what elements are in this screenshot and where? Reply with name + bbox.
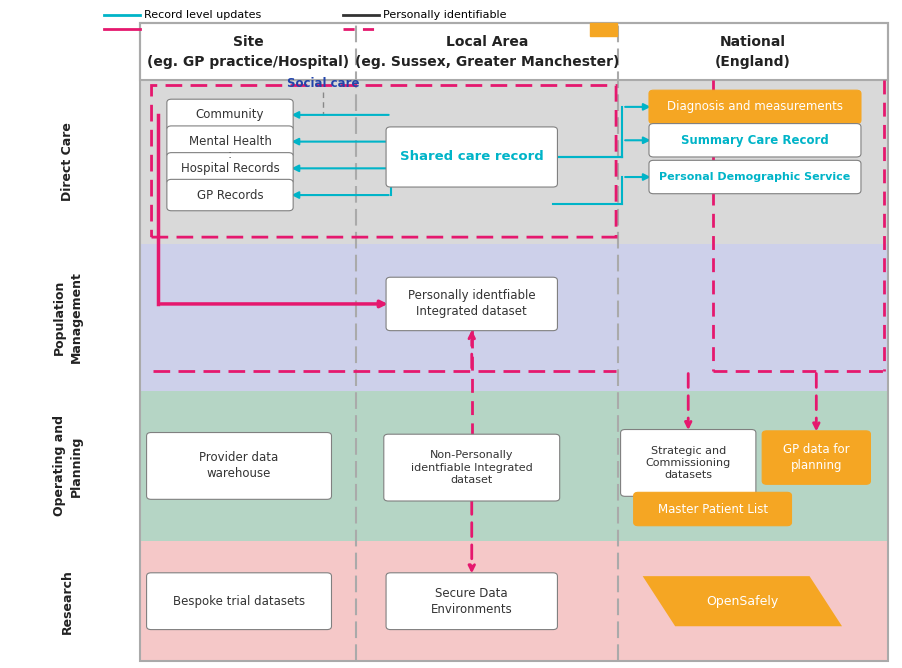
FancyBboxPatch shape xyxy=(649,160,861,194)
Text: Personal Demographic Service: Personal Demographic Service xyxy=(659,172,851,182)
Text: Not personally identifiable: Not personally identifiable xyxy=(383,25,530,34)
Text: Direct Care: Direct Care xyxy=(61,122,74,202)
Text: Bulk transfer of data: Bulk transfer of data xyxy=(144,25,260,34)
Text: Site
(eg. GP practice/Hospital): Site (eg. GP practice/Hospital) xyxy=(147,35,349,69)
Text: Non-Personally
identfiable Integrated
dataset: Non-Personally identfiable Integrated da… xyxy=(411,450,532,485)
Text: Mental Health: Mental Health xyxy=(189,135,272,148)
Text: Secure Data
Environments: Secure Data Environments xyxy=(431,587,512,616)
FancyBboxPatch shape xyxy=(167,179,293,211)
FancyBboxPatch shape xyxy=(649,124,861,157)
FancyBboxPatch shape xyxy=(386,127,557,187)
FancyBboxPatch shape xyxy=(386,277,557,331)
FancyBboxPatch shape xyxy=(384,434,559,501)
Text: Summary Care Record: Summary Care Record xyxy=(681,134,829,147)
Text: Research: Research xyxy=(61,568,74,634)
FancyBboxPatch shape xyxy=(621,430,756,496)
Polygon shape xyxy=(642,576,842,627)
Text: GP data for
planning: GP data for planning xyxy=(783,443,850,472)
Text: Hospital Records: Hospital Records xyxy=(180,162,280,175)
Bar xyxy=(140,541,888,661)
Text: Master Patient List: Master Patient List xyxy=(658,502,768,516)
Bar xyxy=(140,80,888,244)
FancyBboxPatch shape xyxy=(167,152,293,184)
Text: OpenSafely: OpenSafely xyxy=(706,595,778,608)
Text: Only for COVID: Only for COVID xyxy=(621,25,704,34)
Bar xyxy=(140,23,888,80)
Text: Operating and
Planning: Operating and Planning xyxy=(52,415,83,516)
Text: Strategic and
Commissioning
datasets: Strategic and Commissioning datasets xyxy=(646,446,731,480)
Text: Record level updates: Record level updates xyxy=(144,10,262,19)
FancyBboxPatch shape xyxy=(386,572,557,629)
FancyBboxPatch shape xyxy=(146,572,332,629)
Text: Provider data
warehouse: Provider data warehouse xyxy=(199,452,279,480)
FancyBboxPatch shape xyxy=(649,90,861,124)
Text: Personally identifiable: Personally identifiable xyxy=(383,10,507,19)
FancyBboxPatch shape xyxy=(762,431,870,484)
Text: Population
Management: Population Management xyxy=(52,271,83,363)
Text: National
(England): National (England) xyxy=(715,35,791,69)
Text: Community: Community xyxy=(196,108,264,122)
Text: :: : xyxy=(228,148,232,162)
FancyBboxPatch shape xyxy=(633,492,792,526)
Bar xyxy=(140,244,888,391)
FancyBboxPatch shape xyxy=(146,433,332,500)
FancyBboxPatch shape xyxy=(167,99,293,131)
FancyBboxPatch shape xyxy=(590,23,617,36)
Text: Social care: Social care xyxy=(287,77,359,90)
Text: Diagnosis and measurements: Diagnosis and measurements xyxy=(667,100,843,114)
FancyBboxPatch shape xyxy=(167,126,293,157)
Text: Shared care record: Shared care record xyxy=(400,150,544,164)
Text: Bespoke trial datasets: Bespoke trial datasets xyxy=(173,595,305,608)
Text: Personally identfiable
Integrated dataset: Personally identfiable Integrated datase… xyxy=(408,289,536,319)
Text: GP Records: GP Records xyxy=(197,188,263,202)
Bar xyxy=(140,23,888,661)
Text: Local Area
(eg. Sussex, Greater Manchester): Local Area (eg. Sussex, Greater Manchest… xyxy=(354,35,620,69)
Bar xyxy=(140,391,888,541)
